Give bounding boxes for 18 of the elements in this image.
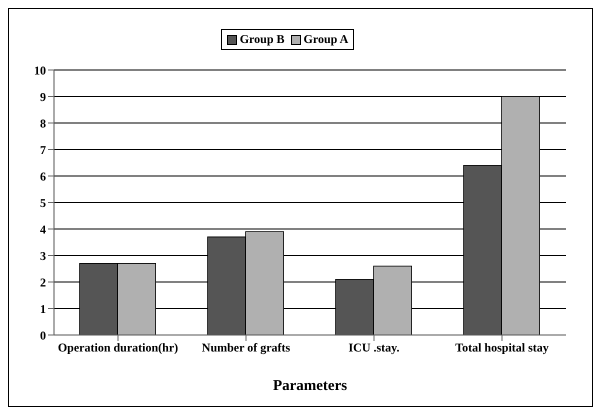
y-tick-label: 0	[40, 328, 46, 342]
y-tick-label: 10	[34, 63, 46, 78]
y-tick-label: 3	[40, 248, 46, 263]
legend-label: Group A	[302, 32, 348, 47]
y-tick-label: 9	[40, 90, 46, 104]
y-tick-label: 5	[40, 196, 46, 210]
y-tick-label: 7	[40, 142, 46, 157]
x-tick-label: Total hospital stay	[455, 340, 549, 355]
y-tick-label: 4	[40, 222, 46, 236]
x-tick-label: ICU .stay.	[348, 340, 400, 355]
legend-label: Group B	[238, 32, 284, 47]
y-tick-label: 1	[40, 302, 46, 316]
y-tick-label: 8	[40, 116, 46, 130]
y-tick-label: 6	[40, 169, 46, 184]
y-tick-label: 2	[40, 275, 46, 290]
x-tick-label: Number of grafts	[202, 340, 291, 355]
x-axis-title: Parameters	[272, 378, 348, 394]
x-tick-label: Operation duration(hr)	[58, 340, 178, 355]
